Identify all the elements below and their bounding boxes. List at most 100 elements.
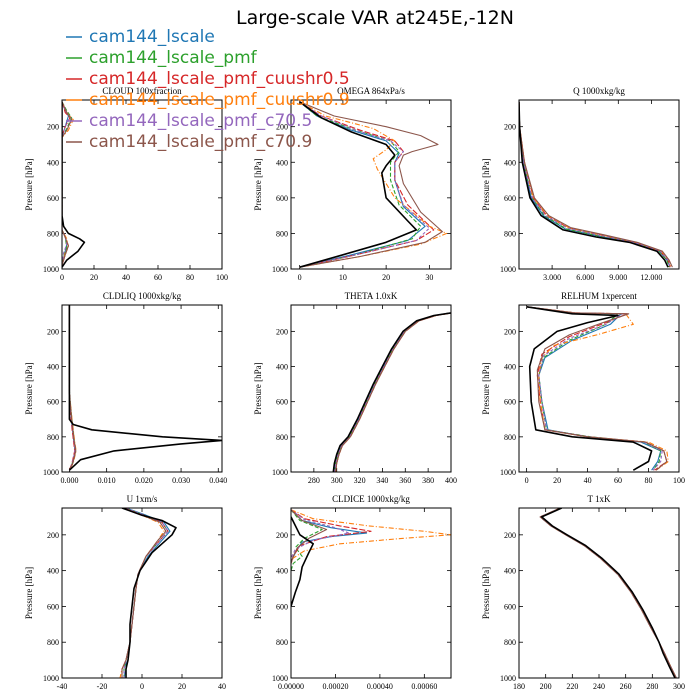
y-tick-label: 800: [504, 433, 516, 442]
x-tick-label: 9.000: [609, 273, 627, 282]
legend-entry: cam144_lscale_pmf_c70.9: [89, 132, 312, 152]
legend-entry: cam144_lscale_pmf: [89, 48, 258, 68]
x-tick-label: 0.00040: [367, 682, 393, 691]
series-line: [526, 306, 668, 471]
series-group: [539, 508, 677, 678]
y-tick-label: 400: [504, 158, 516, 167]
y-tick-label: 800: [276, 229, 288, 238]
series-group: [332, 312, 451, 472]
x-tick-label: 0: [140, 682, 144, 691]
x-tick-label: 0.040: [209, 476, 227, 485]
panel-title: THETA 1.0xK: [345, 291, 398, 301]
y-tick-label: 1000: [272, 265, 288, 274]
y-tick-label: 800: [276, 638, 288, 647]
x-tick-label: 380: [422, 476, 434, 485]
y-tick-label: 400: [504, 363, 516, 372]
x-tick-label: 6.000: [576, 273, 594, 282]
y-axis-label: Pressure [hPa]: [481, 362, 491, 414]
series-line: [68, 305, 222, 471]
y-tick-label: 800: [47, 433, 59, 442]
plot-frame: [290, 507, 452, 679]
x-tick-label: 0.010: [98, 476, 116, 485]
y-axis-label: Pressure [hPa]: [253, 158, 263, 210]
series-line: [291, 509, 372, 564]
y-tick-label: 800: [504, 229, 516, 238]
y-tick-label: 600: [504, 602, 516, 611]
y-tick-label: 1000: [272, 468, 288, 477]
series-line: [299, 101, 418, 268]
y-tick-label: 800: [47, 638, 59, 647]
x-tick-label: 0.000: [60, 476, 78, 485]
y-axis-label: Pressure [hPa]: [24, 567, 34, 619]
y-axis-label: Pressure [hPa]: [481, 567, 491, 619]
series-group: [119, 508, 177, 678]
series-line: [333, 312, 450, 472]
series-line: [68, 305, 77, 471]
panel-4: CLDLIQ 1000xkg/kg Pressure [hPa] 200 400 600…: [24, 291, 227, 485]
series-group: [299, 101, 448, 268]
series-line: [119, 508, 165, 678]
y-axis-label: Pressure [hPa]: [481, 158, 491, 210]
y-tick-label: 600: [276, 398, 288, 407]
series-line: [526, 306, 653, 471]
panel-title: CLDLIQ 1000xkg/kg: [103, 291, 182, 301]
legend-entry: cam144_lscale_pmf_c70.5: [89, 111, 312, 131]
x-tick-label: 280: [308, 476, 320, 485]
y-tick-label: 400: [504, 567, 516, 576]
y-tick-label: 200: [504, 327, 516, 336]
x-tick-label: 30: [425, 273, 433, 282]
series-line: [291, 509, 451, 564]
legend-entry: cam144_lscale: [89, 27, 215, 47]
plot-frame: [61, 99, 223, 270]
panel-title: OMEGA 864xPa/s: [337, 86, 405, 96]
y-axis-label: Pressure [hPa]: [253, 362, 263, 414]
x-tick-label: 60: [614, 476, 622, 485]
plot-frame: [518, 304, 680, 473]
y-tick-label: 200: [276, 327, 288, 336]
series-group: [291, 509, 451, 607]
series-line: [123, 508, 169, 678]
x-tick-label: 20: [178, 682, 186, 691]
series-line: [332, 312, 451, 472]
series-group: [526, 306, 669, 471]
series-line: [335, 312, 451, 472]
y-tick-label: 1000: [43, 265, 59, 274]
x-tick-label: 0: [60, 273, 64, 282]
panel-title: Q 1000xkg/kg: [573, 86, 625, 96]
plot-frame: [518, 99, 680, 270]
y-tick-label: 600: [276, 194, 288, 203]
x-tick-label: 360: [399, 476, 411, 485]
x-tick-label: -20: [97, 682, 108, 691]
series-line: [123, 508, 169, 678]
series-line: [62, 101, 73, 266]
x-tick-label: 200: [540, 682, 552, 691]
series-line: [121, 508, 177, 678]
x-tick-label: 100: [673, 476, 685, 485]
x-tick-label: 240: [593, 682, 605, 691]
series-line: [519, 101, 669, 268]
x-tick-label: 0: [298, 273, 302, 282]
x-tick-label: 220: [566, 682, 578, 691]
x-tick-label: 340: [376, 476, 388, 485]
x-tick-label: 260: [620, 682, 632, 691]
y-axis-label: Pressure [hPa]: [24, 158, 34, 210]
x-tick-label: 40: [584, 476, 592, 485]
plot-frame: [290, 99, 452, 270]
x-tick-label: 0.00060: [411, 682, 437, 691]
legend-entry: cam144_lscale_pmf_cuushr0.5: [89, 69, 350, 89]
x-tick-label: 100: [216, 273, 228, 282]
series-line: [291, 509, 350, 559]
series-line: [333, 312, 450, 472]
plot-frame: [61, 304, 223, 473]
y-tick-label: 1000: [500, 468, 516, 477]
x-tick-label: 280: [646, 682, 658, 691]
x-tick-label: 12.000: [640, 273, 662, 282]
series-line: [62, 101, 71, 266]
series-line: [68, 305, 76, 471]
series-group: [519, 101, 673, 268]
y-tick-label: 800: [276, 433, 288, 442]
